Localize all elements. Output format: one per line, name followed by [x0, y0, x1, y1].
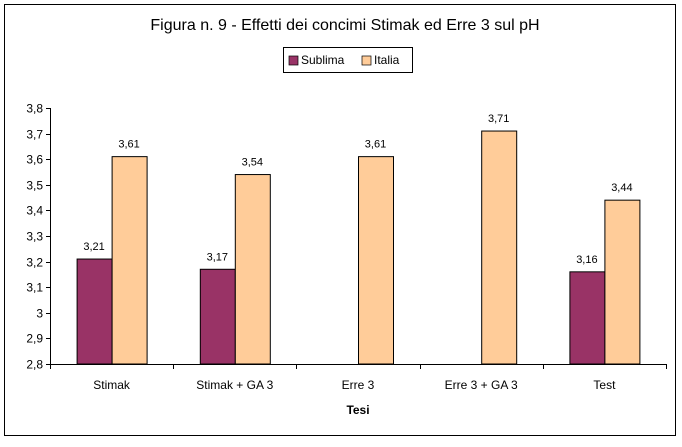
x-tick-label: Test	[593, 378, 616, 392]
bar-italia	[111, 156, 148, 365]
data-label: 3,21	[83, 241, 104, 253]
bar-italia	[358, 156, 394, 365]
y-tick-label: 3,1	[26, 281, 43, 295]
bar-sublima	[199, 268, 236, 365]
bar-sublima	[569, 271, 606, 365]
y-tick-label: 3,4	[26, 204, 43, 218]
y-tick-label: 3	[36, 307, 43, 321]
bar-italia	[604, 199, 641, 365]
y-tick-label: 3,7	[26, 128, 43, 142]
data-label: 3,61	[118, 139, 139, 151]
data-label: 3,17	[207, 251, 228, 263]
data-label: 3,61	[365, 139, 386, 151]
bar-italia	[234, 174, 271, 365]
x-axis: Stimak Stimak + GA 3 Erre 3 Erre 3 + GA 3 Te…	[50, 364, 667, 392]
y-tick-label: 3,8	[26, 102, 43, 116]
y-tick-label: 3,2	[26, 256, 43, 270]
y-tick-label: 2,8	[26, 358, 43, 372]
y-tick-label: 3,5	[26, 179, 43, 193]
x-tick-label: Erre 3	[342, 378, 375, 392]
data-label: 3,16	[576, 254, 597, 266]
bar-sublima	[76, 258, 113, 365]
data-label: 3,71	[488, 113, 509, 125]
y-tick-label: 3,3	[26, 230, 43, 244]
x-tick-label: Stimak	[93, 378, 131, 392]
bar-italia	[481, 130, 518, 365]
data-label: 3,44	[611, 182, 632, 194]
y-tick-label: 3,6	[26, 153, 43, 167]
legend-swatch-italia	[361, 55, 372, 66]
x-tick-label: Erre 3 + GA 3	[445, 378, 518, 392]
legend-swatch-sublima	[288, 55, 299, 66]
x-tick-label: Stimak + GA 3	[196, 378, 273, 392]
legend-label-sublima: Sublima	[301, 53, 345, 67]
legend-label-italia: Italia	[374, 53, 400, 67]
y-tick-label: 2,9	[26, 332, 43, 346]
legend: Sublima Italia	[283, 47, 413, 73]
x-axis-title: Tesi	[346, 403, 369, 417]
chart-title: Figura n. 9 - Effetti dei concimi Stimak…	[150, 17, 539, 34]
data-label: 3,54	[242, 157, 263, 169]
bars: 3,21 3,61 3,17 3,54 3,61 3,71 3,16 3,44	[76, 113, 641, 365]
y-axis: 2,8 2,9 3 3,1 3,2 3,3 3,4 3,5 3,6 3,7 3,8	[26, 102, 51, 372]
